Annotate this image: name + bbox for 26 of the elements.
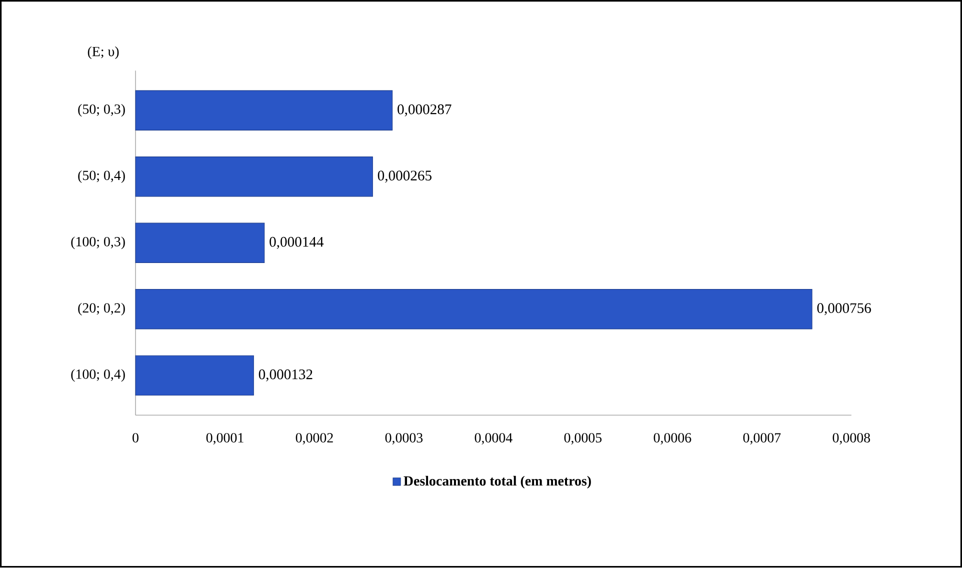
bar [135, 222, 265, 264]
y-tick-label: (100; 0,4) [71, 369, 125, 382]
x-tick-label: 0,0006 [654, 433, 692, 445]
legend-label: Deslocamento total (em metros) [404, 476, 591, 489]
y-tick-label: (20; 0,2) [78, 303, 125, 316]
data-label: 0,000756 [817, 303, 871, 316]
x-tick-label: 0,0003 [385, 433, 423, 445]
x-tick-label: 0,0001 [206, 433, 244, 445]
x-tick-label: 0,0007 [743, 433, 781, 445]
y-tick-label: (100; 0,3) [71, 236, 125, 250]
data-label: 0,000287 [398, 104, 452, 117]
x-tick-label: 0,0002 [296, 433, 333, 445]
bar [135, 90, 393, 131]
x-tick-label: 0,0004 [474, 433, 512, 445]
y-tick-label: (50; 0,3) [78, 104, 125, 117]
x-tick-label: 0,0008 [832, 433, 870, 445]
data-label: 0,000132 [258, 370, 312, 382]
x-tick-label: 0 [132, 433, 138, 443]
y-tick-label: (50; 0,4) [78, 170, 125, 184]
data-label: 0,000144 [270, 237, 324, 250]
x-tick-label: 0,0005 [564, 433, 602, 445]
bar [135, 156, 373, 197]
bar [135, 289, 812, 330]
data-label: 0,000265 [378, 170, 432, 183]
y-axis-title: (E; υ) [88, 46, 119, 60]
bar [135, 355, 254, 396]
